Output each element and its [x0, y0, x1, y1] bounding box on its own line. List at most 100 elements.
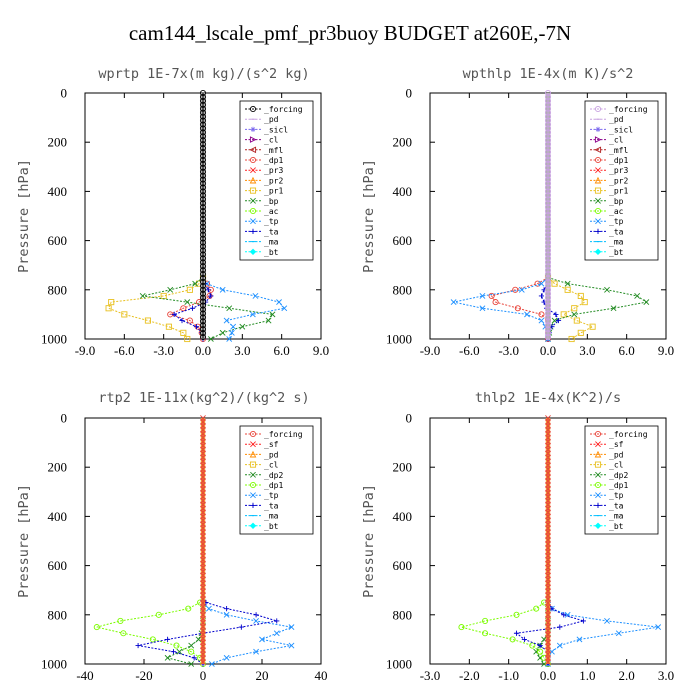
legend-marker	[595, 492, 601, 499]
legend-marker	[594, 248, 602, 256]
legend: _forcing_sf_pd _cl_dp2_dp1_tp_ta _ma_bt	[239, 425, 314, 535]
data-point	[450, 299, 457, 306]
data-point	[276, 299, 282, 306]
legend-entry: _forcing	[609, 430, 648, 439]
panel-title: rtp2 1E-11x(kg^2)/(kg^2 s)	[98, 390, 309, 406]
x-tick-label: 1.0	[579, 668, 595, 683]
legend-entry: _dp1	[609, 481, 628, 490]
data-point	[274, 618, 280, 624]
data-point	[529, 642, 536, 649]
legend-entry: _ta	[609, 501, 624, 510]
x-tick-label: -40	[76, 668, 93, 683]
data-point	[589, 323, 596, 330]
x-tick-label: -9.0	[420, 343, 441, 358]
data-point	[165, 636, 171, 642]
data-point	[604, 618, 610, 624]
data-point	[513, 611, 520, 618]
x-tick-label: 0.0	[540, 343, 556, 358]
legend-marker	[594, 522, 602, 530]
legend-entry: _pd	[264, 115, 279, 124]
y-tick-label: 200	[393, 460, 413, 475]
data-point	[253, 648, 260, 655]
legend-entry: _cl	[609, 136, 624, 145]
series-line	[547, 277, 594, 340]
data-point	[482, 617, 489, 625]
data-point	[117, 617, 124, 625]
data-point	[205, 287, 211, 293]
legend-entry: _pd	[264, 450, 279, 459]
y-tick-label: 600	[48, 558, 68, 573]
data-point	[223, 654, 230, 661]
data-point	[281, 305, 288, 312]
data-point	[186, 317, 193, 324]
legend-entry: _pd	[609, 450, 624, 459]
legend-marker	[595, 471, 601, 478]
legend-entry: _sf	[609, 440, 624, 449]
data-point	[537, 642, 543, 649]
data-point	[188, 648, 195, 655]
x-tick-label: -6.0	[114, 343, 135, 358]
series_tp	[200, 274, 288, 342]
legend-marker	[594, 156, 602, 164]
legend-marker	[594, 176, 602, 184]
panel-title: wpthlp 1E-4x(m K)/s^2	[463, 66, 634, 82]
legend-entry: _bt	[609, 248, 624, 257]
data-point	[564, 286, 571, 293]
y-axis-label: Pressure [hPa]	[361, 484, 377, 598]
y-tick-label: 0	[61, 411, 68, 426]
x-tick-label: 2.0	[619, 668, 635, 683]
legend-entry: _ta	[609, 227, 624, 236]
legend-marker	[250, 502, 256, 508]
data-point	[509, 636, 516, 643]
y-tick-label: 800	[48, 607, 68, 622]
legend-marker	[249, 450, 257, 458]
series_dp1	[488, 274, 552, 343]
legend-marker	[250, 228, 256, 234]
data-point	[269, 311, 276, 318]
y-tick-label: 600	[393, 233, 413, 248]
legend: _forcing_pd_sicl_cl_mfl_dp1_pr3_pr2_pr1_…	[239, 100, 314, 261]
legend-marker	[594, 136, 602, 143]
legend-marker	[249, 430, 257, 438]
legend-marker	[595, 218, 601, 225]
legend-entry: _ac	[264, 207, 279, 216]
legend-entry: _pr1	[264, 187, 283, 196]
data-point	[226, 305, 233, 312]
data-point	[577, 329, 584, 336]
series-line	[540, 277, 560, 340]
legend-entry: _cl	[264, 461, 279, 470]
legend-marker	[595, 228, 601, 234]
panel-3: rtp2 1E-11x(kg^2)/(kg^2 s) Pressure [hPa]…	[16, 390, 328, 683]
data-point	[556, 642, 563, 649]
data-point	[219, 329, 226, 336]
data-point	[458, 624, 465, 631]
data-point	[538, 317, 545, 324]
data-point	[208, 293, 214, 299]
data-point	[185, 605, 192, 612]
x-tick-label: 3.0	[658, 668, 674, 683]
legend-entry: _forcing	[609, 105, 648, 114]
x-tick-label: -3.0	[153, 343, 174, 358]
legend-entry: _pr2	[609, 176, 628, 185]
x-tick-label: -3.0	[420, 668, 441, 683]
data-point	[191, 655, 197, 661]
legend-entry: _bp	[609, 197, 624, 206]
series-line	[202, 602, 294, 665]
legend-marker	[250, 492, 256, 499]
legend-entry: _tp	[264, 491, 279, 500]
x-tick-label: 6.0	[274, 343, 290, 358]
data-point	[135, 642, 141, 649]
data-point	[581, 299, 588, 306]
y-tick-label: 1000	[41, 332, 67, 347]
legend-marker	[594, 461, 602, 468]
legend-entry: _pr3	[609, 166, 628, 175]
data-point	[165, 323, 172, 330]
data-point	[288, 624, 295, 631]
data-point	[121, 311, 128, 318]
x-tick-label: -1.0	[498, 668, 519, 683]
series_dp1	[458, 599, 552, 668]
x-tick-label: 9.0	[313, 343, 329, 358]
data-point	[207, 336, 214, 342]
series-line	[137, 602, 277, 665]
data-point	[120, 630, 127, 637]
